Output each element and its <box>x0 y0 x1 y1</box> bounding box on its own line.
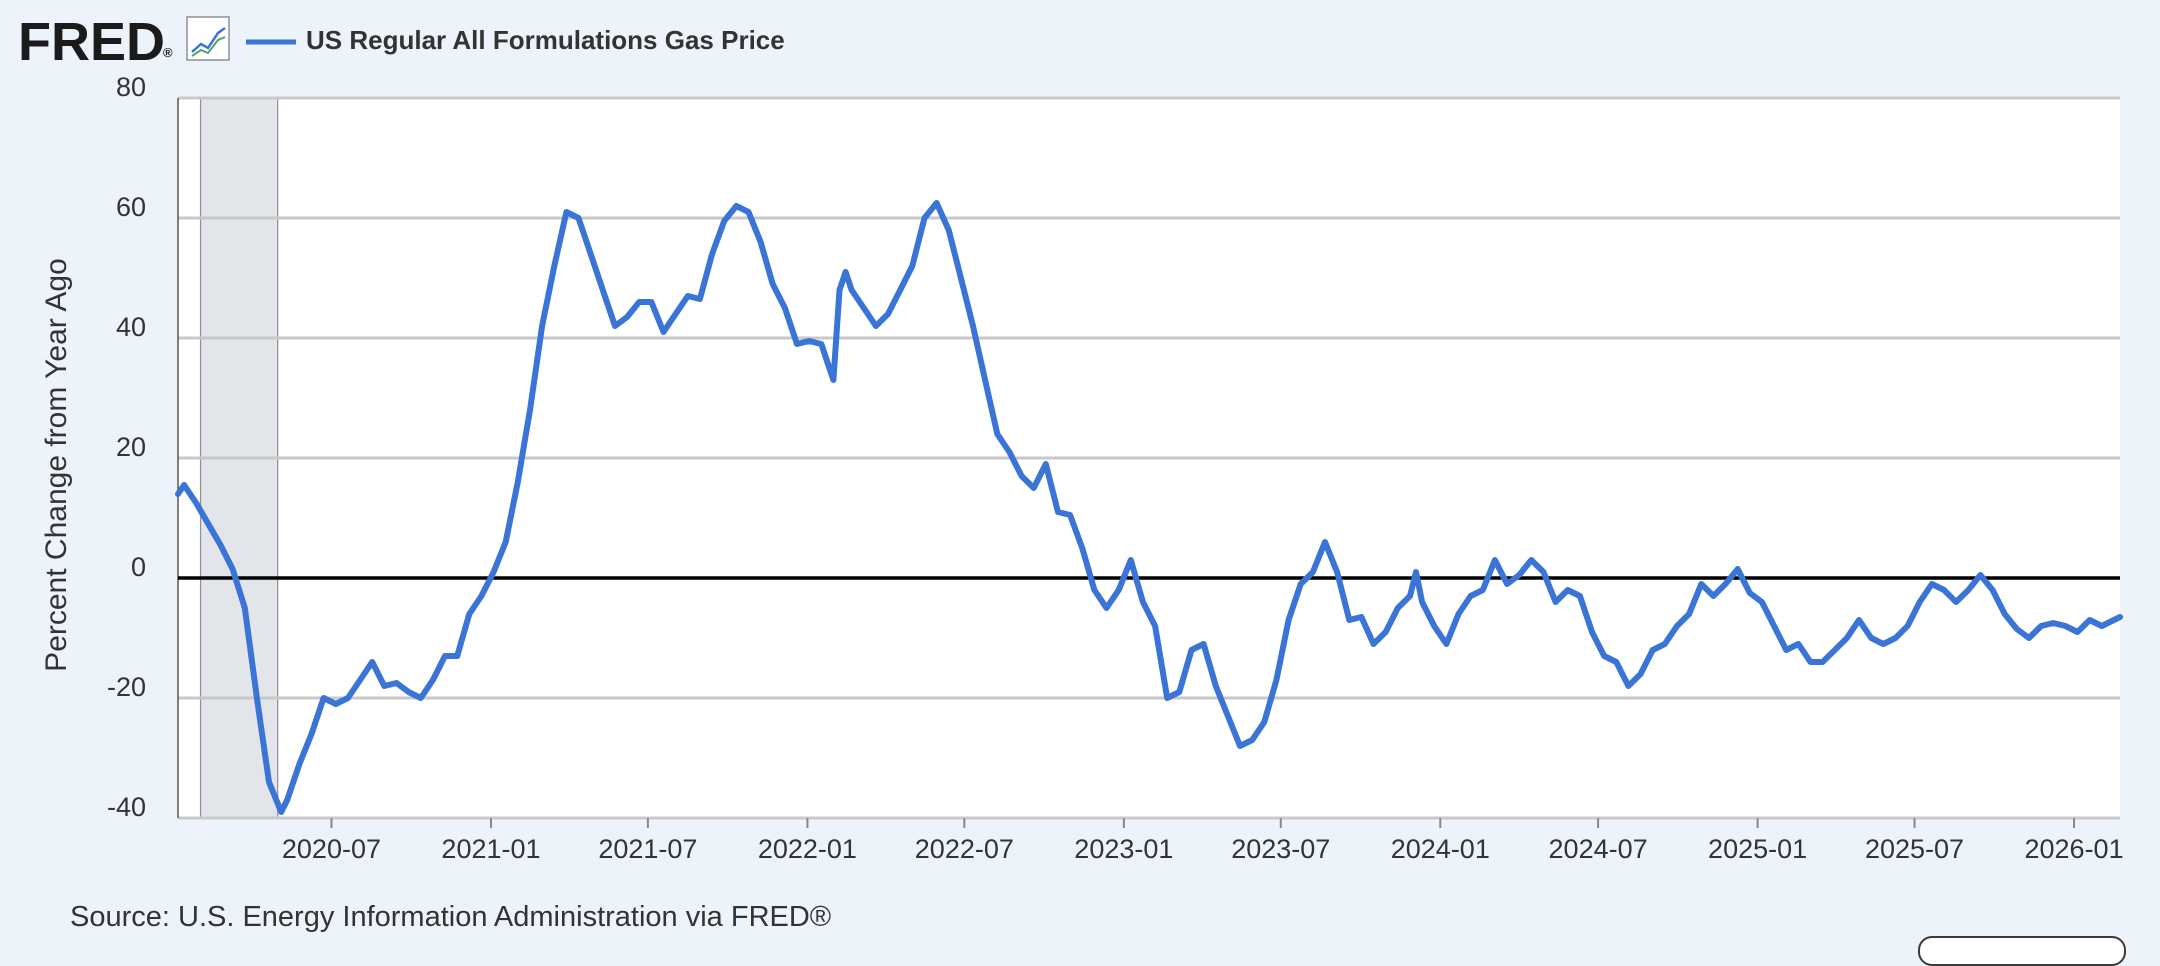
download-button[interactable] <box>1918 936 2126 966</box>
y-tick-label: 60 <box>116 192 146 222</box>
x-tick-label: 2021-07 <box>598 834 697 864</box>
x-tick-label: 2021-01 <box>441 834 540 864</box>
source-note: Source: U.S. Energy Information Administ… <box>70 901 831 933</box>
legend-label: US Regular All Formulations Gas Price <box>306 25 785 55</box>
x-tick-label: 2023-01 <box>1074 834 1173 864</box>
y-tick-label: -20 <box>107 672 146 702</box>
x-axis-ticks: 2020-07 2021-01 2021-07 2022-01 2022-07 2023-… <box>282 818 2124 864</box>
x-tick-label: 2020-07 <box>282 834 381 864</box>
fred-logo: FRED <box>18 12 165 72</box>
x-tick-label: 2024-07 <box>1549 834 1648 864</box>
x-tick-label: 2025-07 <box>1865 834 1964 864</box>
y-tick-label: 0 <box>131 552 146 582</box>
gridlines <box>178 96 2120 820</box>
line-chart-icon <box>186 16 230 61</box>
y-axis-ticks: -40 -20 0 20 40 60 80 <box>107 72 146 822</box>
y-tick-label: 20 <box>116 432 146 462</box>
x-tick-label: 2023-07 <box>1231 834 1330 864</box>
series-line-gas-price <box>175 200 2123 815</box>
x-tick-label: 2024-01 <box>1391 834 1490 864</box>
x-tick-label: 2025-01 <box>1708 834 1807 864</box>
y-tick-label: 40 <box>116 312 146 342</box>
y-tick-label: 80 <box>116 72 146 102</box>
x-tick-label: 2022-01 <box>758 834 857 864</box>
y-axis-title: Percent Change from Year Ago <box>40 258 73 672</box>
y-tick-label: -40 <box>107 792 146 822</box>
x-tick-label: 2022-07 <box>915 834 1014 864</box>
x-tick-label: 2026-01 <box>2025 834 2124 864</box>
fred-logo-registered-mark: ® <box>163 45 173 60</box>
